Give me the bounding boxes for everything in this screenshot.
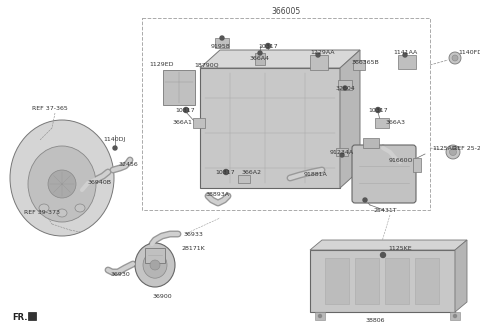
- Text: 38893A: 38893A: [206, 193, 230, 197]
- Bar: [142, 18, 430, 210]
- Text: REF 37-365: REF 37-365: [32, 106, 68, 111]
- Bar: [375, 118, 389, 128]
- Text: 366A1: 366A1: [172, 119, 192, 125]
- Text: 91234A: 91234A: [330, 150, 354, 154]
- Circle shape: [381, 253, 385, 257]
- Bar: [193, 118, 205, 128]
- Text: 366A3: 366A3: [386, 119, 406, 125]
- Circle shape: [449, 149, 456, 155]
- Text: 36940B: 36940B: [88, 179, 112, 184]
- Circle shape: [340, 153, 344, 157]
- Text: 366A2: 366A2: [242, 170, 262, 174]
- Bar: [385, 258, 409, 304]
- Text: 10317: 10317: [175, 108, 195, 113]
- Text: REF 39-373: REF 39-373: [24, 211, 60, 215]
- Text: 1140DJ: 1140DJ: [104, 137, 126, 142]
- Text: 32456: 32456: [118, 162, 138, 168]
- Ellipse shape: [143, 252, 167, 278]
- Text: 32604: 32604: [335, 86, 355, 91]
- Ellipse shape: [135, 243, 175, 287]
- Bar: [325, 258, 349, 304]
- Text: 91958: 91958: [210, 44, 230, 49]
- Bar: [255, 53, 265, 65]
- Text: 38806: 38806: [365, 318, 385, 322]
- Text: 36900: 36900: [152, 294, 172, 298]
- Bar: [238, 175, 250, 183]
- Text: 36930: 36930: [110, 273, 130, 277]
- Text: 1229AA: 1229AA: [311, 50, 335, 54]
- Circle shape: [48, 170, 76, 198]
- Circle shape: [265, 44, 271, 49]
- Ellipse shape: [10, 120, 114, 236]
- Bar: [338, 80, 352, 90]
- Bar: [355, 258, 379, 304]
- Text: 10317: 10317: [368, 108, 388, 113]
- Circle shape: [375, 108, 381, 113]
- Circle shape: [113, 146, 117, 150]
- Text: 1125AD: 1125AD: [432, 146, 457, 151]
- Bar: [415, 258, 439, 304]
- Text: REF 25-253: REF 25-253: [453, 146, 480, 151]
- Text: 1129ED: 1129ED: [150, 63, 174, 68]
- Text: 36933: 36933: [183, 233, 203, 237]
- Text: 18790Q: 18790Q: [195, 63, 219, 68]
- Ellipse shape: [57, 209, 67, 217]
- Polygon shape: [200, 50, 360, 68]
- Bar: [145, 248, 165, 263]
- Text: 10317: 10317: [258, 44, 278, 49]
- Bar: [398, 55, 416, 69]
- Text: 1141AA: 1141AA: [393, 50, 417, 54]
- Circle shape: [454, 315, 456, 318]
- Circle shape: [446, 145, 460, 159]
- Bar: [336, 148, 348, 156]
- Bar: [450, 312, 460, 320]
- Polygon shape: [455, 240, 467, 312]
- Bar: [28, 312, 36, 320]
- Circle shape: [343, 86, 347, 90]
- Ellipse shape: [28, 146, 96, 222]
- Text: 91881A: 91881A: [303, 173, 327, 177]
- Ellipse shape: [75, 204, 85, 212]
- Circle shape: [258, 51, 262, 55]
- Bar: [363, 138, 379, 148]
- Text: FR.: FR.: [12, 314, 27, 322]
- Circle shape: [452, 55, 458, 61]
- Ellipse shape: [39, 204, 49, 212]
- Circle shape: [150, 260, 160, 270]
- Circle shape: [363, 198, 367, 202]
- Text: 25431T: 25431T: [373, 208, 397, 213]
- Circle shape: [403, 53, 407, 57]
- Text: 28171K: 28171K: [181, 245, 205, 251]
- Text: 10317: 10317: [215, 170, 235, 174]
- Text: 366A4: 366A4: [250, 55, 270, 60]
- Circle shape: [220, 36, 224, 40]
- Text: 1140FD: 1140FD: [458, 50, 480, 54]
- Circle shape: [316, 53, 320, 57]
- Circle shape: [319, 315, 322, 318]
- Circle shape: [183, 108, 189, 113]
- FancyBboxPatch shape: [352, 145, 416, 203]
- Circle shape: [224, 170, 228, 174]
- Bar: [163, 70, 195, 105]
- FancyBboxPatch shape: [310, 250, 455, 312]
- Text: 1125KE: 1125KE: [388, 245, 412, 251]
- Text: 366365B: 366365B: [351, 59, 379, 65]
- FancyBboxPatch shape: [200, 68, 340, 188]
- Bar: [315, 312, 325, 320]
- Text: 366005: 366005: [271, 8, 300, 16]
- Bar: [353, 60, 365, 70]
- Text: 91660O: 91660O: [389, 157, 413, 162]
- Polygon shape: [340, 50, 360, 188]
- Polygon shape: [310, 240, 467, 250]
- Bar: [310, 55, 328, 70]
- Bar: [413, 158, 421, 172]
- Bar: [215, 38, 229, 48]
- Circle shape: [449, 52, 461, 64]
